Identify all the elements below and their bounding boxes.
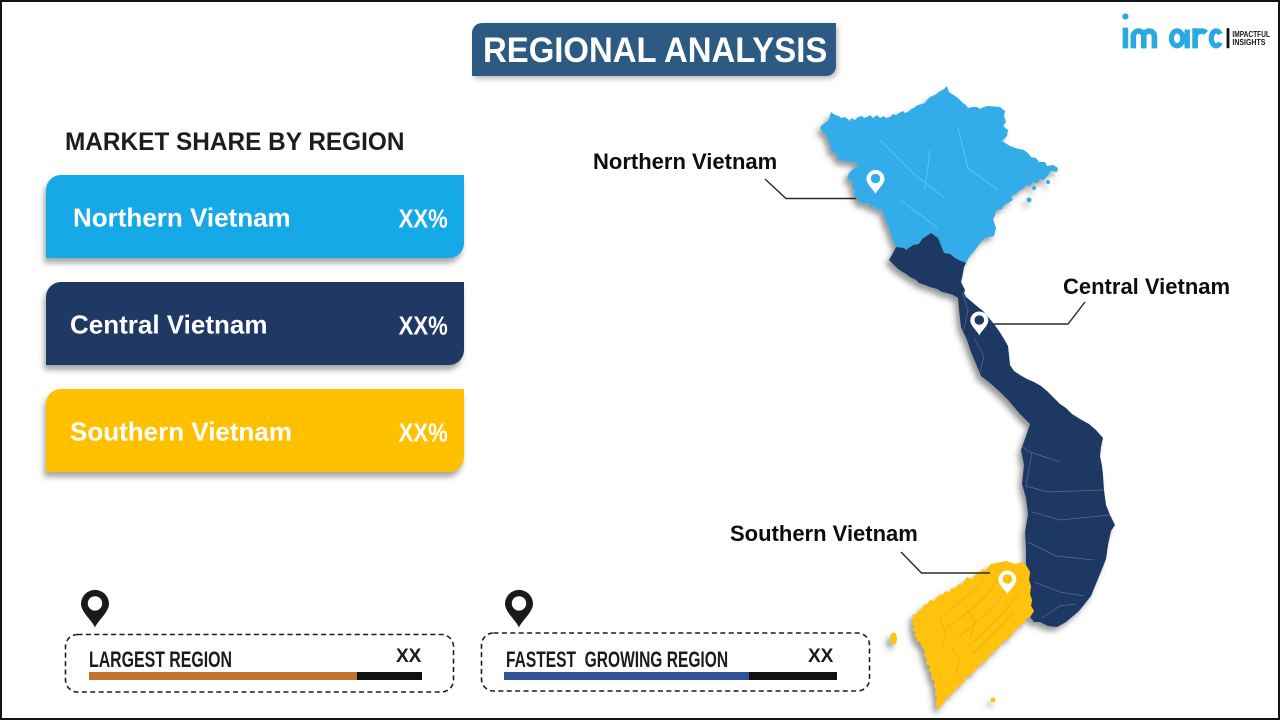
svg-text:INSIGHTS: INSIGHTS	[1232, 38, 1266, 47]
svg-text:IMPACTFUL: IMPACTFUL	[1232, 30, 1270, 39]
